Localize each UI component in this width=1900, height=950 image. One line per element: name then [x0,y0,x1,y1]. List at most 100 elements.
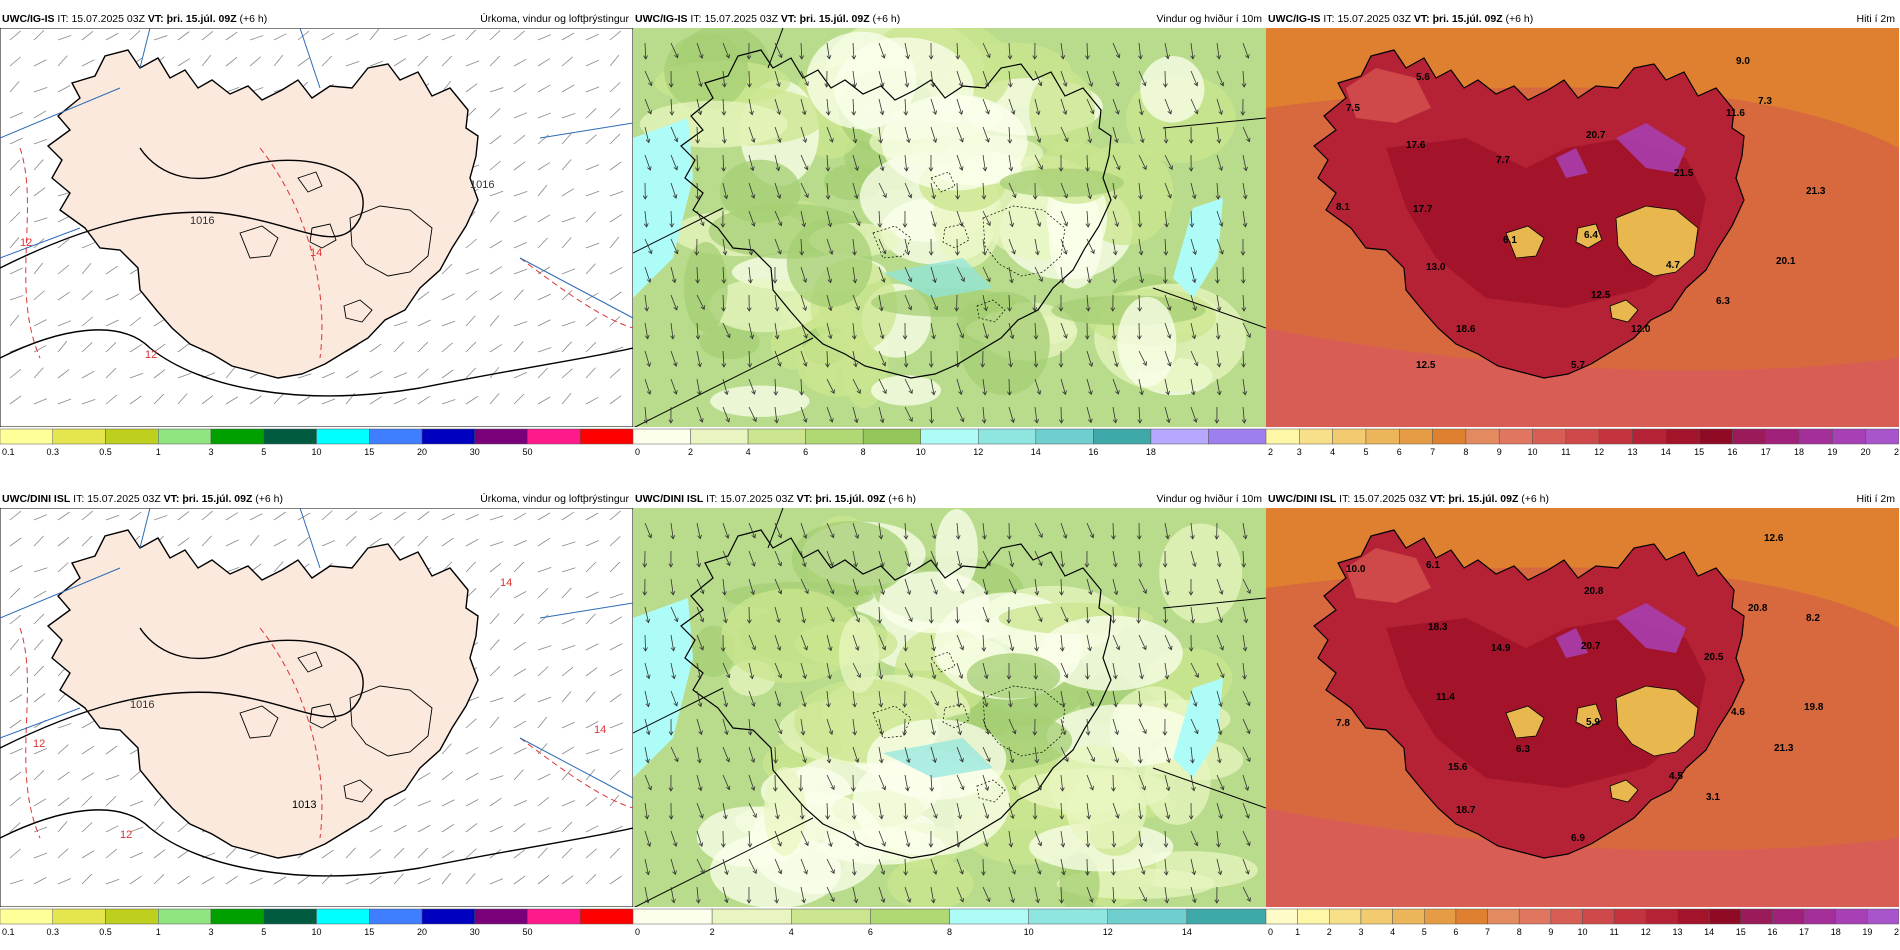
valid-time: þri. 15.júl. 09Z [182,493,253,505]
wind-barb [57,723,72,729]
wind-arrow [644,126,650,143]
wind-arrow-head [881,361,887,367]
wind-barb [465,848,477,859]
wind-barb [225,31,238,41]
colorbar-swatch [1835,908,1868,925]
wind-arrow-head [1085,675,1090,680]
glacier-outline [349,685,433,757]
wind-arrow-head [1113,590,1119,596]
wind-arrow [1138,238,1142,255]
wind-arrow [774,238,782,255]
colorbar-swatch [1186,908,1266,925]
wind-barb [513,30,525,41]
wind-arrow [1112,70,1119,87]
wind-arrow [670,378,677,395]
wind-barb [81,399,96,405]
wind-arrow-head [1139,390,1144,396]
wind-arrow-head [1242,534,1248,540]
temperature-label: 4.6 [1731,707,1745,718]
colorbar-tick-label: 12 [1641,927,1651,937]
wind-arrow-head [983,702,989,708]
wind-barb [393,847,405,859]
wind-arrow [1086,802,1090,819]
colorbar-tick-label: 30 [470,447,480,457]
temperature-label: 6.3 [1716,296,1730,307]
wind-barb [513,289,524,301]
precip-map: 1016 1013 14 12 14 12 [0,508,633,907]
temperature-label: 21.3 [1774,743,1794,754]
wind-arrow-head [1009,758,1015,764]
wind-arrow [800,238,803,255]
panel-header: UWC/DINI ISL IT: 15.07.2025 03Z VT: þri.… [633,490,1266,508]
wind-arrow-head [1162,83,1168,88]
wind-arrow-head [1037,870,1042,875]
wind-arrow [826,634,832,651]
wind-arrow [1242,210,1246,227]
wind-barb [177,58,191,67]
wind-arrow [878,690,882,707]
wind-barb [537,614,549,625]
colorbar-swatch [978,428,1037,445]
wind-arrow [982,522,986,539]
wind-barb [537,293,551,301]
wind-arrow [1190,606,1194,623]
wind-barb [81,745,94,755]
wind-arrow [904,98,907,115]
wind-barb [561,321,576,327]
wind-arrow-head [697,362,702,368]
colorbar-tick-label: 3 [208,447,213,457]
wind-arrow [878,210,881,227]
wind-arrow-head [723,618,728,624]
wind-arrow-head [1058,363,1064,368]
wind-barb [585,667,598,677]
wind-arrow [904,858,907,875]
wind-arrow-head [984,334,989,340]
wind-barb [489,30,501,41]
wind-barb [585,341,597,353]
wind-arrow-head [699,645,704,651]
wind-arrow [852,126,856,143]
wind-arrow-head [752,869,757,874]
wind-barb [321,540,336,547]
wind-arrow-head [932,870,938,875]
wind-arrow-head [644,814,650,820]
wind-arrow [1242,126,1250,142]
wind-barb [9,56,21,67]
wind-barb [321,55,333,67]
glacier-cold [1615,685,1699,757]
wind-arrow-head [1058,167,1064,172]
wind-arrow [1112,42,1120,58]
wind-arrow-head [1190,619,1196,624]
wind-arrow-head [903,871,909,876]
wind-arrow-head [1194,109,1199,115]
wind-arrow-head [1113,702,1118,708]
wind-arrow [748,690,755,707]
wind-arrow [982,886,990,902]
wind-barb [585,190,600,197]
wind-arrow [1086,830,1089,847]
wind-barb [57,320,72,327]
wind-arrow-head [1136,335,1142,340]
wind-barb [57,744,69,755]
wind-arrow-head [1115,53,1121,59]
colorbar-swatch [1465,428,1500,445]
wind-arrow-head [830,389,835,395]
wind-arrow [1060,522,1067,539]
wind-arrow-head [674,249,679,255]
wind-arrow [930,886,935,903]
wind-barb [33,138,48,145]
wind-arrow [1060,238,1067,255]
wind-arrow [904,886,911,903]
wind-barb [9,796,22,807]
temperature-label: 20.7 [1586,130,1606,141]
wind-barb [609,561,621,573]
wind-arrow-head [903,647,909,652]
wind-arrow-head [697,702,703,708]
wind-barb [9,879,24,885]
wind-arrow-head [1038,277,1043,283]
wind-arrow-head [775,814,780,820]
wind-arrow [852,550,857,567]
wind-arrow-head [1086,815,1092,820]
wind-arrow [1086,42,1089,60]
wind-arrow [930,378,935,395]
